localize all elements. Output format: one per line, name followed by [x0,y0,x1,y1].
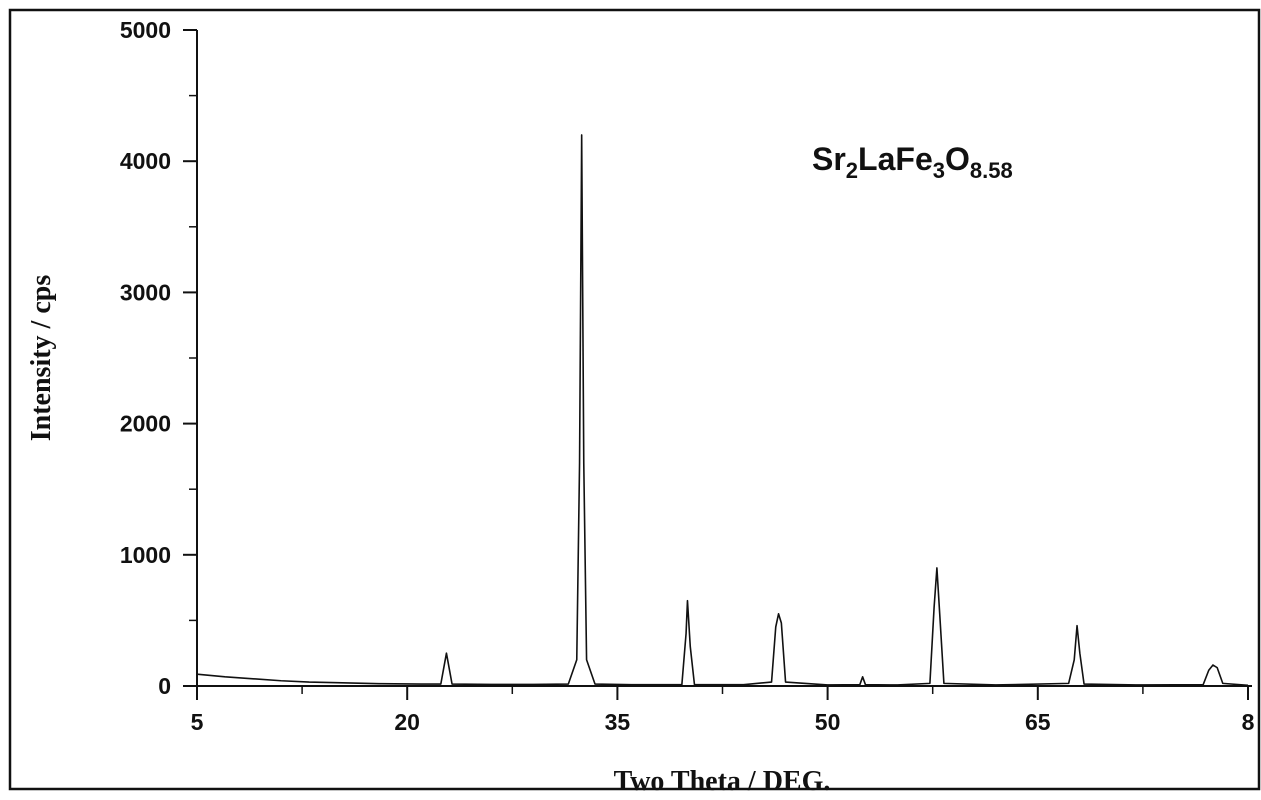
y-tick-label: 2000 [120,411,171,437]
x-tick-label: 20 [394,709,420,735]
annotation: Sr2LaFe3O8.58 [812,141,1013,183]
x-tick-label: 5 [191,709,204,735]
frame [8,8,1261,791]
annotation-text: Sr [812,141,846,177]
y-axis-label: Intensity / cps [26,275,57,442]
annotation-text: LaFe [858,141,933,177]
y-tick-label: 5000 [120,17,171,43]
x-tick-label: 8 [1242,709,1255,735]
annotation-subscript: 8.58 [970,158,1013,183]
x-tick-label: 65 [1025,709,1051,735]
annotation-subscript: 2 [846,158,858,183]
x-tick-label: 50 [815,709,841,735]
y-tick-label: 3000 [120,279,171,305]
x-tick-label: 35 [605,709,631,735]
annotation-subscript: 3 [933,158,945,183]
annotation-text: O [945,141,970,177]
y-tick-label: 0 [158,673,171,699]
y-tick-label: 1000 [120,542,171,568]
y-tick-label: 4000 [120,148,171,174]
data-line [196,134,1249,687]
x-axis-label: Two Theta / DEG. [614,766,831,797]
